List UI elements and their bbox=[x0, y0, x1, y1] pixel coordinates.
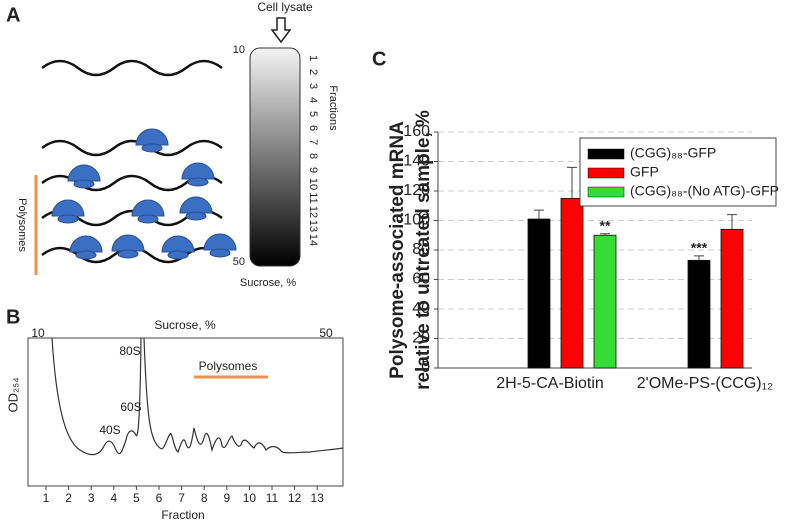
peak-label: 80S bbox=[119, 344, 140, 358]
legend-swatch bbox=[587, 148, 625, 160]
fraction-number: 5 bbox=[307, 111, 319, 117]
y-tick-label: 80 bbox=[412, 241, 430, 258]
panel-label: C bbox=[372, 48, 386, 70]
y-tick-label: 60 bbox=[412, 271, 430, 288]
left-value: 10 bbox=[31, 326, 45, 340]
bar bbox=[560, 197, 584, 369]
bar bbox=[527, 218, 551, 369]
error-bar bbox=[534, 209, 544, 220]
legend-swatch bbox=[587, 167, 625, 179]
x-tick-label: 2'OMe-PS-(CCG)₁₂ bbox=[637, 375, 773, 392]
x-tick-label: 13 bbox=[311, 491, 325, 505]
fraction-number: 1 bbox=[307, 55, 319, 61]
x-tick-label: 5 bbox=[133, 491, 140, 505]
sucrose-label: Sucrose, % bbox=[154, 318, 216, 332]
legend-label: (CGG)₈₈-GFP bbox=[630, 145, 716, 161]
bottom-value: 50 bbox=[233, 256, 245, 268]
panel-label: B bbox=[6, 306, 20, 328]
x-tick-label: 6 bbox=[156, 491, 163, 505]
x-tick-label: 4 bbox=[110, 491, 117, 505]
x-tick-label: 11 bbox=[266, 491, 279, 505]
x-tick-label: 10 bbox=[243, 491, 257, 505]
legend-label: GFP bbox=[630, 164, 659, 180]
fraction-number: 4 bbox=[307, 97, 319, 103]
polysomes-label: Polysomes bbox=[199, 359, 258, 373]
fraction-number: 13 bbox=[307, 220, 319, 232]
y-tick-label: 100 bbox=[403, 212, 430, 229]
peak-label: 40S bbox=[99, 423, 120, 437]
gradient-tube bbox=[249, 47, 301, 267]
fraction-number: 11 bbox=[307, 192, 319, 203]
y-tick-label: 120 bbox=[403, 182, 430, 199]
od-profile bbox=[51, 337, 344, 456]
y-axis-label: relative to untreated sample, % bbox=[413, 110, 434, 390]
legend-swatch bbox=[587, 186, 625, 198]
x-tick-label: 2H-5-CA-Biotin bbox=[496, 375, 604, 392]
mrna-strands bbox=[41, 59, 223, 264]
cell-lysate-label: Cell lysate bbox=[257, 0, 313, 14]
fraction-number: 9 bbox=[307, 167, 319, 173]
error-bar bbox=[567, 166, 577, 199]
bar bbox=[687, 259, 711, 369]
fractions-label: Fractions bbox=[327, 85, 339, 131]
y-tick-label: 20 bbox=[412, 330, 430, 347]
x-axis-label: Fraction bbox=[161, 508, 204, 522]
x-tick-label: 7 bbox=[178, 491, 185, 505]
significance-label: ** bbox=[600, 217, 611, 233]
x-tick-label: 2 bbox=[65, 491, 72, 505]
x-tick-label: 3 bbox=[88, 491, 95, 505]
fraction-number: 8 bbox=[307, 153, 319, 159]
error-bar bbox=[694, 255, 704, 261]
y-tick-label: 0 bbox=[421, 359, 430, 376]
peak-label: 60S bbox=[120, 400, 141, 414]
bar bbox=[593, 234, 617, 369]
y-tick-label: 160 bbox=[403, 123, 430, 140]
fraction-number: 2 bbox=[307, 69, 319, 75]
fraction-number: 7 bbox=[307, 139, 319, 145]
fraction-number: 10 bbox=[307, 178, 319, 190]
significance-label: *** bbox=[691, 240, 708, 256]
arrow bbox=[270, 17, 292, 44]
top-value: 10 bbox=[233, 44, 245, 56]
polysomes-label: Polysomes bbox=[16, 198, 28, 252]
ribosomes bbox=[51, 128, 237, 260]
x-tick-label: 8 bbox=[201, 491, 208, 505]
y-tick-label: 140 bbox=[403, 153, 430, 170]
x-tick-label: 12 bbox=[288, 491, 302, 505]
fraction-number: 12 bbox=[307, 206, 319, 218]
y-axis-label: OD₂₅₄ bbox=[5, 377, 20, 412]
error-bar bbox=[727, 214, 737, 230]
profile-frame bbox=[27, 337, 344, 487]
x-tick-label: 9 bbox=[223, 491, 230, 505]
fraction-number: 3 bbox=[307, 83, 319, 89]
fraction-number: 14 bbox=[307, 234, 319, 246]
sucrose-label: Sucrose, % bbox=[240, 277, 296, 289]
right-value: 50 bbox=[319, 326, 333, 340]
x-tick-label: 1 bbox=[43, 491, 50, 505]
legend-label: (CGG)₈₈-(No ATG)-GFP bbox=[630, 183, 779, 199]
bar bbox=[720, 228, 744, 369]
error-bar bbox=[600, 233, 610, 236]
y-axis-label: Polysome-associated mRNA bbox=[387, 121, 408, 379]
y-tick-label: 40 bbox=[412, 300, 430, 317]
fraction-number: 6 bbox=[307, 125, 319, 131]
panel-label: A bbox=[6, 4, 20, 26]
